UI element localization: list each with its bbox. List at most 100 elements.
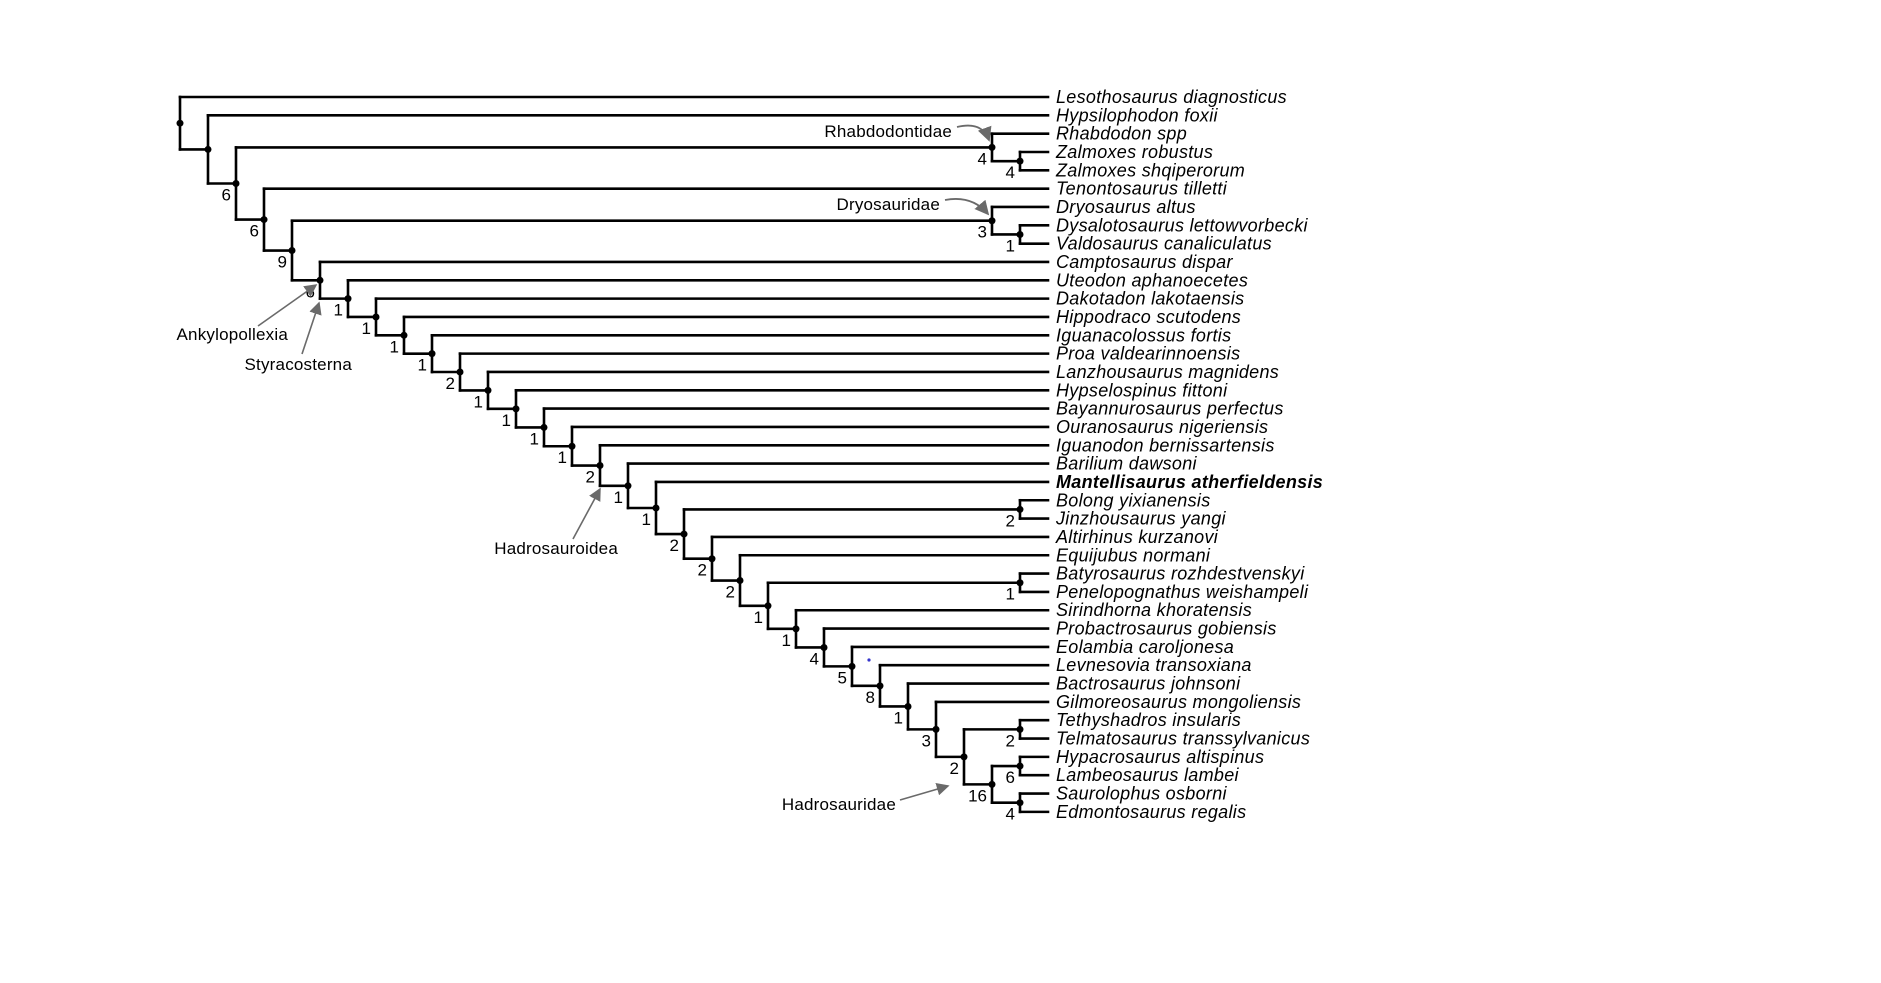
- support-value: 3: [922, 731, 931, 750]
- support-value: 2: [586, 468, 595, 487]
- taxon-label: Bolong yixianensis: [1056, 490, 1211, 510]
- support-value: 4: [1006, 163, 1015, 182]
- node-dot: [988, 780, 996, 788]
- support-value: 2: [950, 759, 959, 778]
- taxon-label: Proa valdearinnoensis: [1056, 344, 1240, 364]
- taxon-label: Zalmoxes shqiperorum: [1055, 160, 1245, 180]
- node-dot: [204, 145, 212, 153]
- taxon-label: Hypacrosaurus altispinus: [1056, 747, 1264, 767]
- taxon-label: Batyrosaurus rozhdestvenskyi: [1056, 564, 1305, 584]
- taxon-label: Equijubus normani: [1056, 545, 1211, 565]
- support-value: 1: [894, 708, 903, 727]
- node-dot: [1016, 799, 1024, 807]
- clade-pointer-arrow: [257, 284, 318, 327]
- node-dot: [568, 442, 576, 450]
- node-dot: [456, 368, 464, 376]
- taxon-label: Lambeosaurus lambei: [1056, 765, 1240, 785]
- support-value: 1: [334, 301, 343, 320]
- support-value: 1: [1006, 585, 1015, 604]
- node-dot: [400, 331, 408, 339]
- node-dot: [260, 216, 268, 224]
- node-dot: [512, 405, 520, 413]
- support-value: 1: [614, 488, 623, 507]
- support-value: 6: [1006, 768, 1015, 787]
- taxon-label: Valdosaurus canaliculatus: [1056, 234, 1272, 254]
- node-dot: [624, 482, 632, 490]
- node-dot: [792, 625, 800, 633]
- support-value: 4: [1006, 805, 1015, 824]
- node-dot: [1016, 579, 1024, 587]
- taxon-label: Rhabdodon spp: [1056, 124, 1187, 144]
- taxon-label: Ouranosaurus nigeriensis: [1056, 417, 1268, 437]
- taxon-label: Telmatosaurus transsylvanicus: [1056, 729, 1310, 749]
- node-dot: [960, 753, 968, 761]
- stray-blue-dot-artifact: [867, 658, 871, 662]
- node-dot: [540, 423, 548, 431]
- taxon-label: Mantellisaurus atherfieldensis: [1056, 472, 1323, 492]
- taxon-label: Altirhinus kurzanovi: [1055, 527, 1219, 547]
- taxon-label: Saurolophus osborni: [1056, 784, 1228, 804]
- clade-pointer-arrow: [301, 301, 322, 355]
- support-value: 1: [362, 319, 371, 338]
- taxon-label: Jinzhousaurus yangi: [1055, 509, 1227, 529]
- clade-pointer-arrow: [944, 198, 990, 216]
- support-value: 2: [726, 583, 735, 602]
- support-value: 9: [278, 253, 287, 272]
- node-dot: [428, 350, 436, 358]
- taxon-label: Bactrosaurus johnsoni: [1056, 674, 1241, 694]
- node-dot: [1016, 157, 1024, 165]
- support-value: 5: [838, 668, 847, 687]
- clade-name-label: Dryosauridae: [836, 195, 940, 214]
- support-value: 2: [446, 374, 455, 393]
- node-dot: [344, 295, 352, 303]
- node-dot: [484, 386, 492, 394]
- support-value: 6: [222, 185, 231, 204]
- support-value: 1: [418, 356, 427, 375]
- taxon-label: Tenontosaurus tilletti: [1056, 179, 1228, 199]
- node-dot: [848, 662, 856, 670]
- taxon-label: Dryosaurus altus: [1056, 197, 1196, 217]
- node-dot: [736, 577, 744, 585]
- node-dot: [932, 725, 940, 733]
- support-value: 1: [782, 631, 791, 650]
- support-value: 2: [670, 536, 679, 555]
- taxon-label: Zalmoxes robustus: [1055, 142, 1213, 162]
- taxon-label: Tethyshadros insularis: [1056, 710, 1241, 730]
- node-dot: [288, 247, 296, 255]
- taxon-label: Hippodraco scutodens: [1056, 307, 1241, 327]
- node-dot: [820, 643, 828, 651]
- clade-name-label: Hadrosauroidea: [494, 539, 618, 558]
- node-dot: [876, 682, 884, 690]
- node-dot: [1016, 230, 1024, 238]
- support-value: 1: [754, 608, 763, 627]
- taxon-label: Bayannurosaurus perfectus: [1056, 399, 1284, 419]
- clade-name-label: Rhabdodontidae: [824, 122, 952, 141]
- node-dot: [1016, 505, 1024, 513]
- support-value: 1: [390, 337, 399, 356]
- taxon-label: Dysalotosaurus lettowvorbecki: [1056, 215, 1309, 235]
- taxon-label: Levnesovia transoxiana: [1056, 655, 1252, 675]
- clade-pointer-arrow: [572, 487, 601, 540]
- taxon-label: Edmontosaurus regalis: [1056, 802, 1246, 822]
- taxon-label: Eolambia caroljonesa: [1056, 637, 1234, 657]
- taxon-label: Iguanodon bernissartensis: [1056, 435, 1275, 455]
- taxon-label: Gilmoreosaurus mongoliensis: [1056, 692, 1301, 712]
- node-dot: [764, 602, 772, 610]
- support-value: 1: [642, 510, 651, 529]
- taxon-label: Camptosaurus dispar: [1056, 252, 1233, 272]
- taxon-label: Hypselospinus fittoni: [1056, 380, 1228, 400]
- node-dot: [988, 217, 996, 225]
- node-dot: [708, 555, 716, 563]
- support-value: 1: [502, 411, 511, 430]
- node-dot: [316, 276, 324, 284]
- taxon-label: Dakotadon lakotaensis: [1056, 289, 1244, 309]
- node-dot: [232, 179, 240, 187]
- taxon-label: Iguanacolossus fortis: [1056, 325, 1231, 345]
- support-value: 3: [978, 223, 987, 242]
- clade-pointer-arrow: [956, 124, 992, 142]
- node-dot: [372, 313, 380, 321]
- clade-name-label: Hadrosauridae: [782, 795, 896, 814]
- node-dot: [596, 462, 604, 470]
- node-dot: [988, 143, 996, 151]
